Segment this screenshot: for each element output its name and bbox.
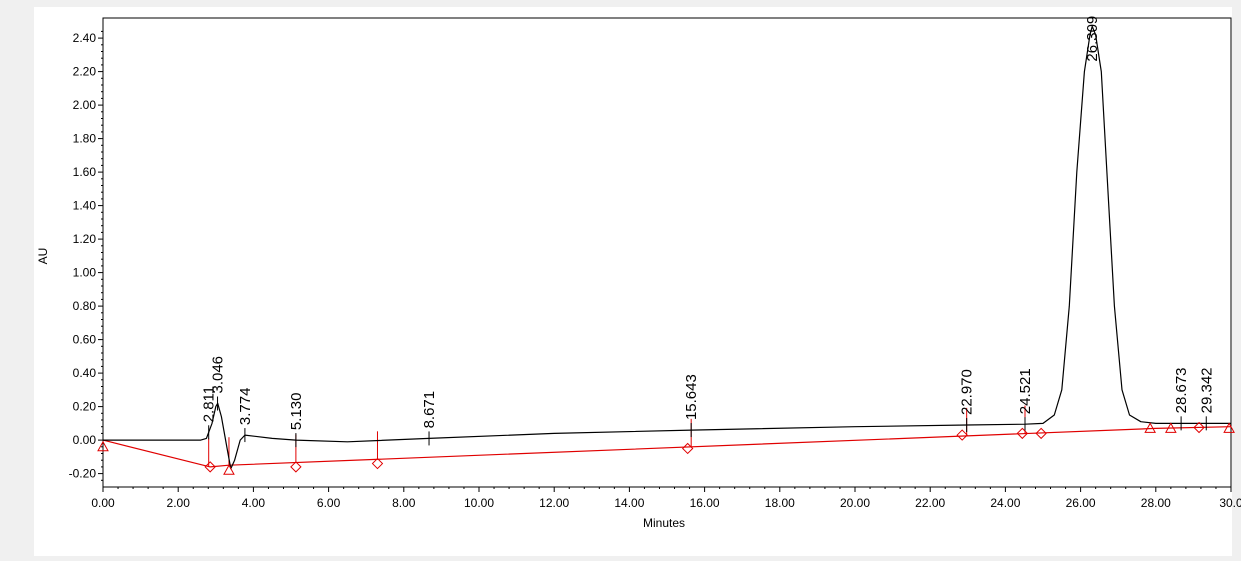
x-tick-label: 10.00	[464, 496, 494, 510]
y-tick-label: 1.00	[73, 266, 97, 280]
chart-panel	[34, 7, 1232, 556]
y-tick-label: 0.00	[73, 433, 97, 447]
y-tick-label: 0.20	[73, 400, 97, 414]
y-axis-title: AU	[36, 248, 50, 265]
peak-label: 26.309	[1084, 16, 1101, 62]
x-tick-label: 6.00	[317, 496, 341, 510]
y-tick-label: 1.20	[73, 232, 97, 246]
y-tick-label: 2.00	[73, 98, 97, 112]
x-tick-label: 0.00	[91, 496, 115, 510]
y-tick-label: 0.80	[73, 299, 97, 313]
y-tick-label: 0.40	[73, 366, 97, 380]
diamond-marker	[371, 457, 384, 470]
signal-trace	[103, 25, 1231, 470]
x-tick-label: 4.00	[242, 496, 266, 510]
peak-label: 22.970	[959, 369, 976, 415]
peak-label: 15.643	[683, 374, 700, 420]
peak-label: 24.521	[1017, 368, 1034, 414]
peak-label: 2.811	[201, 386, 218, 422]
peak-label: 29.342	[1198, 367, 1215, 413]
peak-label: 28.673	[1173, 367, 1190, 413]
x-tick-label: 2.00	[167, 496, 191, 510]
y-tick-label: 2.40	[73, 31, 97, 45]
diamond-marker	[204, 461, 216, 473]
x-tick-label: 12.00	[539, 496, 569, 510]
peak-label: 8.671	[421, 391, 438, 429]
y-tick-label: 1.60	[73, 165, 97, 179]
y-tick-label: 1.40	[73, 199, 97, 213]
marker-layer	[97, 421, 1235, 475]
diamond-marker	[1016, 427, 1029, 440]
x-tick-label: 18.00	[765, 496, 795, 510]
x-tick-label: 16.00	[690, 496, 720, 510]
peak-label: 5.130	[288, 393, 305, 431]
triangle-marker	[1223, 422, 1235, 433]
triangle-marker	[1164, 422, 1177, 433]
peak-label: 3.046	[210, 356, 227, 394]
x-tick-label: 26.00	[1066, 496, 1096, 510]
y-tick-label: 0.60	[73, 333, 97, 347]
x-tick-label: 22.00	[915, 496, 945, 510]
triangle-marker	[223, 464, 235, 475]
y-tick-label: 1.80	[73, 132, 97, 146]
x-tick-label: 20.00	[840, 496, 870, 510]
triangle-marker	[1144, 422, 1157, 433]
axes: -0.20 0.00 0.20 0.40 0.60 0.80 1.00 1.20 1.40 1.6…	[69, 17, 1241, 510]
diamond-marker	[290, 461, 302, 473]
x-tick-label: 28.00	[1141, 496, 1171, 510]
diamond-marker	[1193, 421, 1205, 434]
x-tick-label: 30.0	[1219, 496, 1241, 510]
diamond-marker	[1035, 427, 1047, 440]
x-axis-title: Minutes	[643, 516, 685, 530]
x-tick-label: 24.00	[990, 496, 1020, 510]
diamond-marker	[681, 442, 694, 455]
peak-label: 3.774	[237, 388, 254, 426]
y-tick-label: 2.20	[73, 65, 97, 79]
signal-layer	[103, 25, 1231, 470]
diamond-marker	[956, 429, 968, 441]
triangle-marker	[97, 440, 109, 452]
x-tick-label: 8.00	[392, 496, 416, 510]
x-tick-label: 14.00	[614, 496, 644, 510]
y-tick-label: -0.20	[69, 467, 97, 481]
